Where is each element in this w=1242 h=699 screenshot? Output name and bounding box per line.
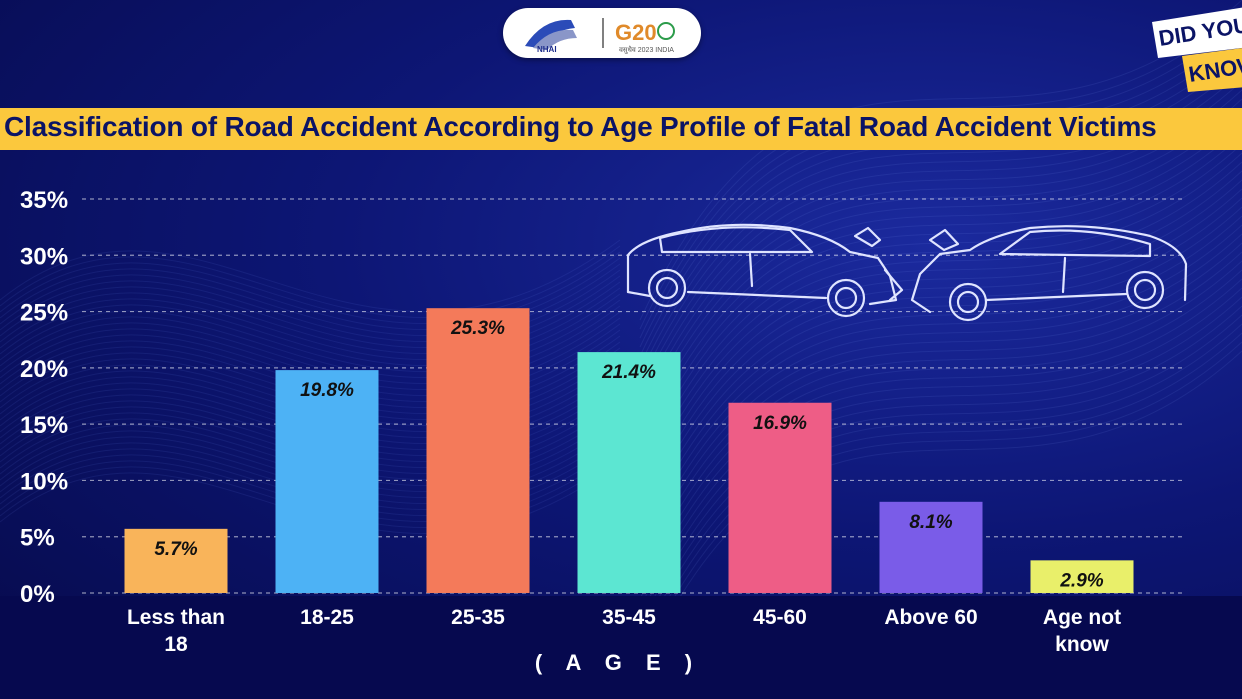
data-label: 16.9% xyxy=(753,413,807,434)
data-labels: 5.7% 19.8% 25.3% 21.4% 16.9% 8.1% 2.9% xyxy=(154,318,1103,591)
x-tick-label: Age not know xyxy=(1043,606,1121,656)
header-logos: NHAI G20 वसुधैव 2023 INDIA xyxy=(503,8,701,58)
x-tick-label: 25-35 xyxy=(451,606,505,629)
axis-band xyxy=(0,596,1242,699)
y-tick-label: 0% xyxy=(20,581,55,608)
bar xyxy=(275,370,379,593)
y-tick-label: 35% xyxy=(20,187,68,214)
g20-logo-text: G20 xyxy=(615,20,657,45)
y-tick-label: 15% xyxy=(20,412,68,439)
data-label: 25.3% xyxy=(450,318,505,339)
bars xyxy=(124,308,1134,593)
bar xyxy=(1030,560,1134,593)
data-label: 5.7% xyxy=(154,539,197,560)
bar xyxy=(728,402,832,593)
x-axis-label: ( A G E ) xyxy=(535,650,701,675)
y-tick-label: 25% xyxy=(20,300,68,327)
data-label: 21.4% xyxy=(601,362,656,383)
x-tick-label: Less than 18 xyxy=(127,606,225,656)
data-label: 8.1% xyxy=(909,512,952,533)
y-tick-label: 5% xyxy=(20,525,55,552)
chart-title: Classification of Road Accident Accordin… xyxy=(4,111,1157,142)
bar xyxy=(426,308,530,593)
y-tick-label: 30% xyxy=(20,243,68,270)
x-tick-label: 45-60 xyxy=(753,606,807,629)
data-label: 19.8% xyxy=(300,380,354,401)
bar xyxy=(577,352,681,593)
g20-logo-icon: G20 वसुधैव 2023 INDIA xyxy=(615,20,675,54)
y-tick-label: 10% xyxy=(20,468,68,495)
title-band xyxy=(0,108,1242,150)
x-axis: Less than 18 18-25 25-35 35-45 45-60 Above 60 A… xyxy=(127,606,1121,656)
g20-logo-sub: वसुधैव 2023 INDIA xyxy=(619,45,674,54)
bar xyxy=(124,528,228,593)
y-axis: 0% 5% 10% 15% 20% 25% 30% 35% xyxy=(20,187,68,608)
did-you-know-badge: DID YOU KNOW xyxy=(1148,6,1242,92)
nhai-logo-text: NHAI xyxy=(537,45,557,54)
nhai-logo-icon: NHAI xyxy=(525,19,577,54)
data-label: 2.9% xyxy=(1059,570,1103,591)
bar xyxy=(879,501,983,593)
x-tick-label: Above 60 xyxy=(884,606,977,629)
x-tick-label: 35-45 xyxy=(602,606,656,629)
car-crash-illustration xyxy=(626,223,1188,322)
y-tick-label: 20% xyxy=(20,356,68,383)
x-tick-label: 18-25 xyxy=(300,606,354,629)
